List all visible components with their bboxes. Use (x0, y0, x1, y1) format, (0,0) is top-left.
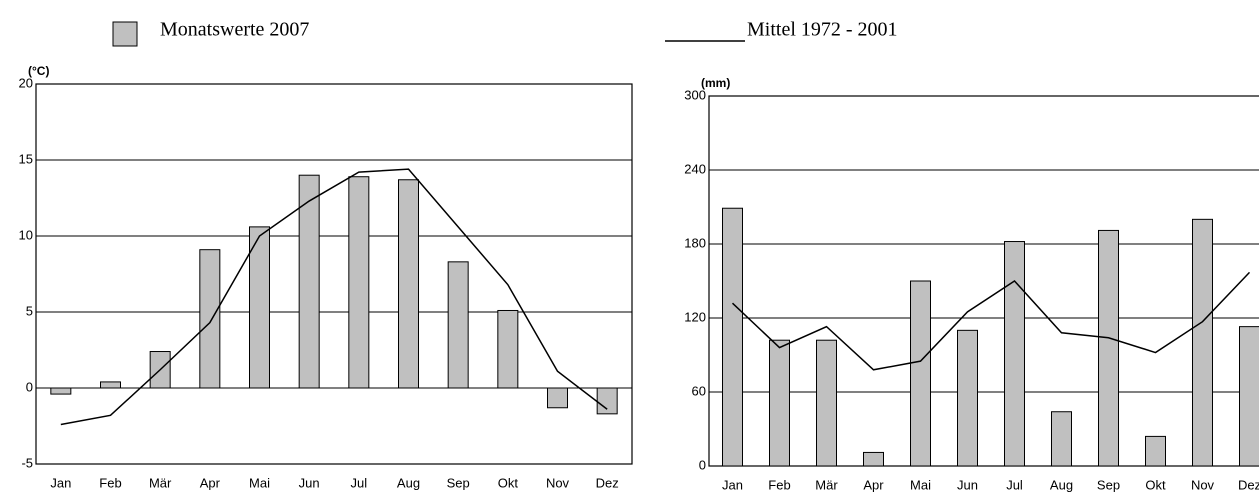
x-tick-label: Jul (1006, 477, 1023, 492)
y-tick-label: 0 (26, 379, 33, 394)
bar (199, 249, 221, 389)
x-tick-label: Aug (1050, 477, 1073, 492)
bar (1239, 326, 1259, 467)
bar (769, 339, 790, 467)
bar (910, 280, 931, 467)
y-tick-label: 5 (26, 303, 33, 318)
bar (1004, 241, 1025, 467)
x-tick-label: Jul (351, 475, 368, 490)
x-tick-label: Jun (299, 475, 320, 490)
plot-frame (708, 95, 1259, 467)
x-tick-label: Sep (447, 475, 470, 490)
line (60, 168, 608, 426)
bar (596, 387, 618, 415)
y-tick-label: 120 (684, 309, 706, 324)
x-tick-label: Mai (910, 477, 931, 492)
x-tick-label: Jun (957, 477, 978, 492)
bar (722, 207, 743, 467)
plot-frame (35, 83, 633, 465)
bar (298, 174, 320, 389)
bar (447, 261, 469, 389)
bar (348, 176, 370, 389)
x-tick-label: Dez (1238, 477, 1259, 492)
x-tick-label: Aug (397, 475, 420, 490)
x-tick-label: Dez (596, 475, 619, 490)
bar (398, 179, 419, 389)
x-tick-label: Jan (50, 475, 71, 490)
bar (957, 329, 978, 467)
x-tick-label: Mär (149, 475, 172, 490)
x-tick-label: Okt (1145, 477, 1166, 492)
bar (816, 339, 837, 467)
bar (863, 451, 884, 467)
x-tick-label: Mär (815, 477, 838, 492)
y-tick-label: 180 (684, 235, 706, 250)
y-tick-label: 60 (692, 383, 706, 398)
bar (50, 387, 72, 395)
x-tick-label: Apr (863, 477, 884, 492)
x-tick-label: Feb (99, 475, 121, 490)
bar (1192, 218, 1213, 467)
y-axis-unit: (°C) (28, 64, 49, 78)
bar (249, 226, 270, 389)
bar (100, 381, 121, 389)
y-tick-label: 300 (684, 87, 706, 102)
x-tick-label: Sep (1097, 477, 1120, 492)
y-axis-unit: (mm) (701, 76, 730, 90)
x-tick-label: Apr (200, 475, 221, 490)
x-tick-label: Mai (249, 475, 270, 490)
bar (1051, 411, 1072, 467)
line (731, 271, 1251, 371)
legend-label: Monatswerte 2007 (160, 19, 309, 41)
bar (1098, 229, 1119, 467)
x-tick-label: Nov (546, 475, 570, 490)
legend-swatch-bar (112, 21, 138, 47)
y-tick-label: -5 (21, 455, 33, 470)
legend-label: Mittel 1972 - 2001 (747, 19, 898, 41)
x-tick-label: Jan (722, 477, 743, 492)
y-tick-label: 0 (699, 457, 706, 472)
x-tick-label: Feb (768, 477, 790, 492)
x-tick-label: Okt (498, 475, 519, 490)
y-tick-label: 240 (684, 161, 706, 176)
bar (1145, 435, 1166, 467)
y-tick-label: 10 (19, 227, 33, 242)
bar (547, 387, 568, 409)
bar (497, 309, 519, 389)
y-tick-label: 15 (19, 151, 33, 166)
x-tick-label: Nov (1191, 477, 1215, 492)
y-tick-label: 20 (19, 75, 33, 90)
